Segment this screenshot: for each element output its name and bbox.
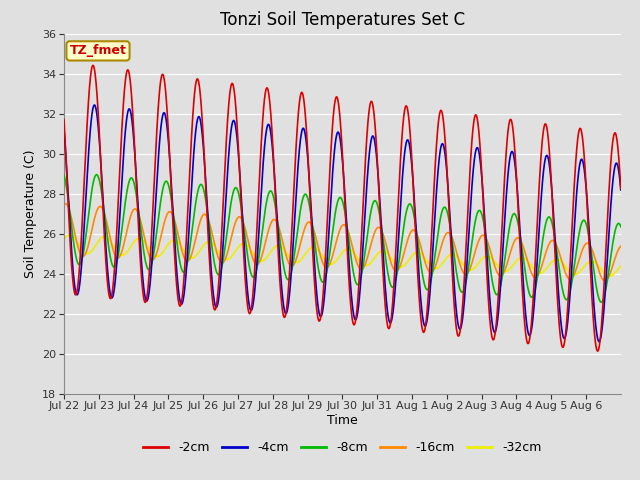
X-axis label: Time: Time	[327, 414, 358, 427]
Y-axis label: Soil Temperature (C): Soil Temperature (C)	[24, 149, 36, 278]
Legend: -2cm, -4cm, -8cm, -16cm, -32cm: -2cm, -4cm, -8cm, -16cm, -32cm	[138, 436, 547, 459]
Text: TZ_fmet: TZ_fmet	[70, 44, 127, 58]
Title: Tonzi Soil Temperatures Set C: Tonzi Soil Temperatures Set C	[220, 11, 465, 29]
